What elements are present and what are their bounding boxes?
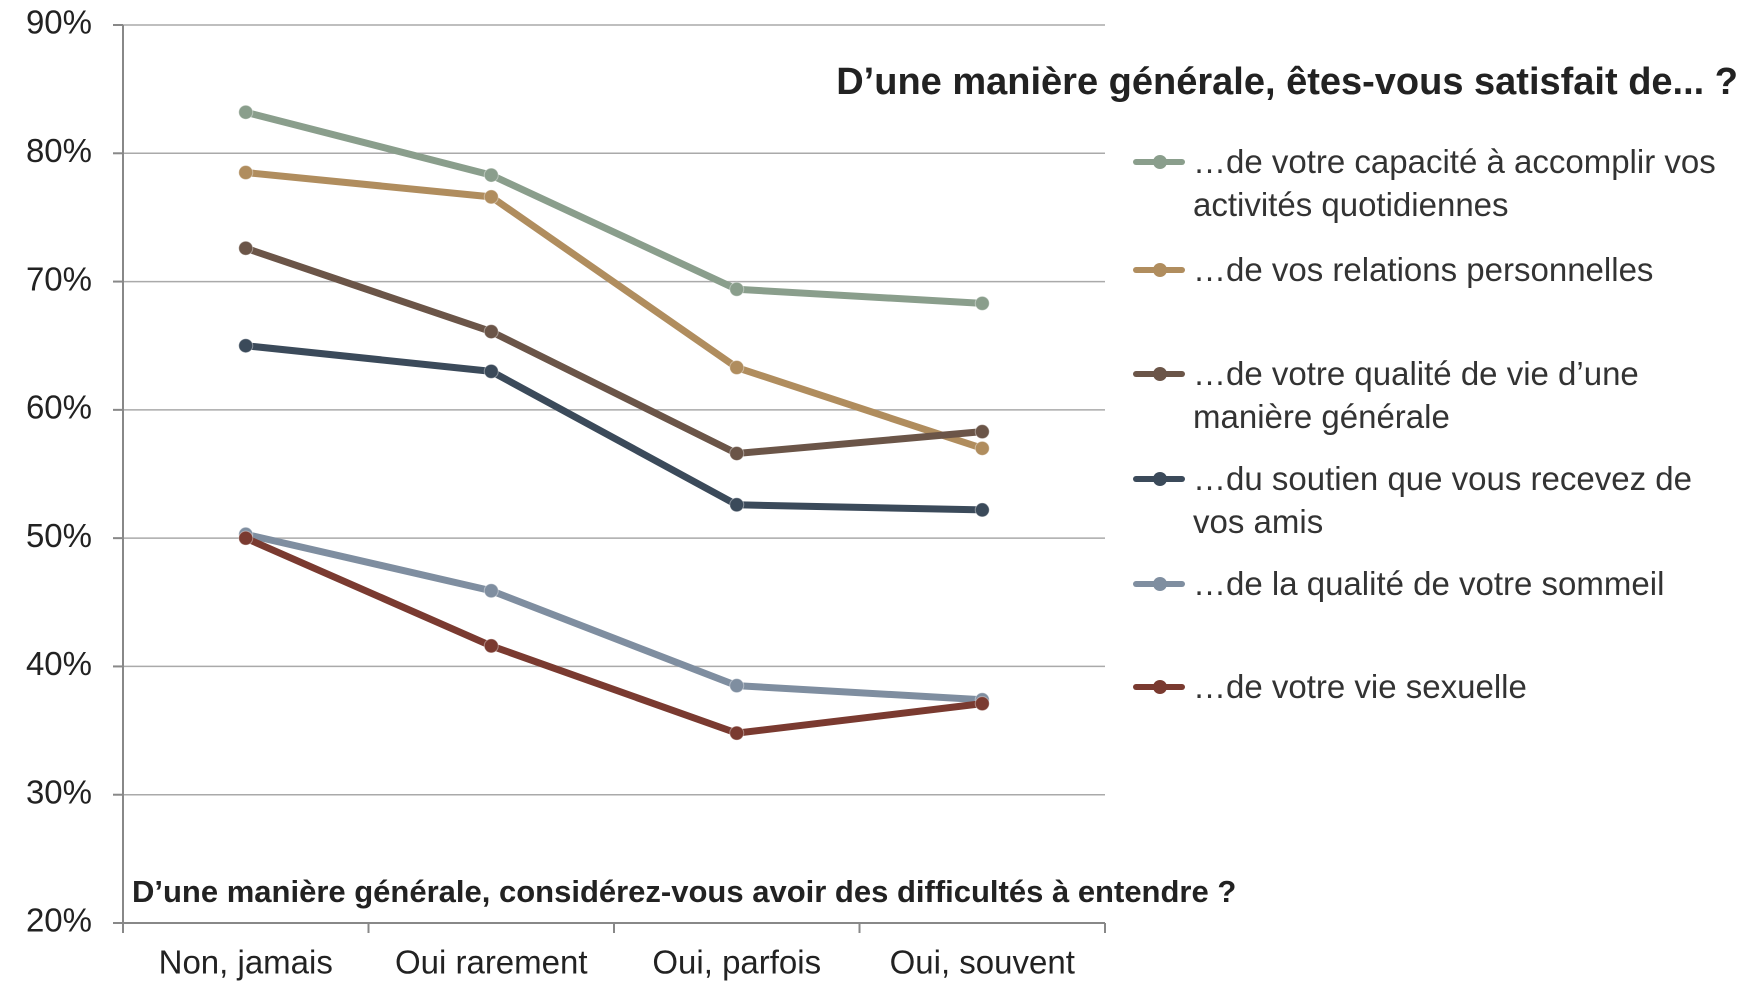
data-point: [483, 363, 499, 379]
y-tick-label: 90%: [26, 4, 92, 41]
legend-marker: [1153, 155, 1167, 169]
y-tick-label: 50%: [26, 517, 92, 554]
x-axis-label: D’une manière générale, considérez-vous …: [132, 874, 1236, 909]
legend-entry: …du soutien que vous recevez de vos amis: [1133, 457, 1733, 543]
data-point: [238, 104, 254, 120]
data-point: [974, 295, 990, 311]
legend-marker: [1153, 577, 1167, 591]
data-point: [729, 360, 745, 376]
legend-marker: [1153, 367, 1167, 381]
legend-entry: …de votre capacité à accomplir vos activ…: [1133, 140, 1733, 226]
data-point: [483, 167, 499, 183]
x-tick-label: Oui, souvent: [890, 944, 1075, 981]
data-point: [974, 440, 990, 456]
legend-label: …du soutien que vous recevez de vos amis: [1193, 460, 1692, 540]
legend-label: …de votre qualité de vie d’une manière g…: [1193, 355, 1639, 435]
data-point: [729, 281, 745, 297]
data-point: [974, 424, 990, 440]
legend-label: …de votre capacité à accomplir vos activ…: [1193, 143, 1716, 223]
legend-entry: …de votre vie sexuelle: [1133, 665, 1733, 708]
data-point: [729, 497, 745, 513]
series-line: [244, 534, 983, 737]
series-line: [244, 530, 983, 704]
data-point: [483, 583, 499, 599]
legend-marker: [1153, 263, 1167, 277]
data-point: [483, 189, 499, 205]
series-line: [245, 169, 984, 452]
y-tick-label: 40%: [26, 645, 92, 682]
series-line: [244, 244, 983, 457]
x-tick-label: Oui rarement: [395, 944, 588, 981]
data-point: [238, 338, 254, 354]
series-line: [245, 342, 983, 514]
data-point: [729, 445, 745, 461]
y-tick-label: 20%: [26, 902, 92, 939]
data-point: [974, 502, 990, 518]
x-tick-label: Oui, parfois: [652, 944, 821, 981]
chart-title: D’une manière générale, êtes-vous satisf…: [836, 61, 1738, 103]
series-line: [244, 108, 983, 307]
y-tick-label: 80%: [26, 132, 92, 169]
data-point: [238, 240, 254, 256]
legend-entry: …de votre qualité de vie d’une manière g…: [1133, 352, 1733, 438]
data-point: [483, 638, 499, 654]
data-point: [729, 725, 745, 741]
legend-entry: …de vos relations personnelles: [1133, 248, 1733, 291]
y-tick-label: 60%: [26, 389, 92, 426]
data-point: [238, 165, 254, 181]
data-point: [974, 696, 990, 712]
y-tick-label: 70%: [26, 260, 92, 297]
data-point: [238, 530, 254, 546]
legend-entry: …de la qualité de votre sommeil: [1133, 562, 1733, 605]
legend-label: …de la qualité de votre sommeil: [1193, 565, 1665, 602]
data-point: [729, 678, 745, 694]
legend-marker: [1153, 472, 1167, 486]
legend-label: …de votre vie sexuelle: [1193, 668, 1527, 705]
legend-label: …de vos relations personnelles: [1193, 251, 1654, 288]
legend-marker: [1153, 680, 1167, 694]
x-tick-label: Non, jamais: [159, 944, 333, 981]
data-point: [483, 324, 499, 340]
y-tick-label: 30%: [26, 773, 92, 810]
